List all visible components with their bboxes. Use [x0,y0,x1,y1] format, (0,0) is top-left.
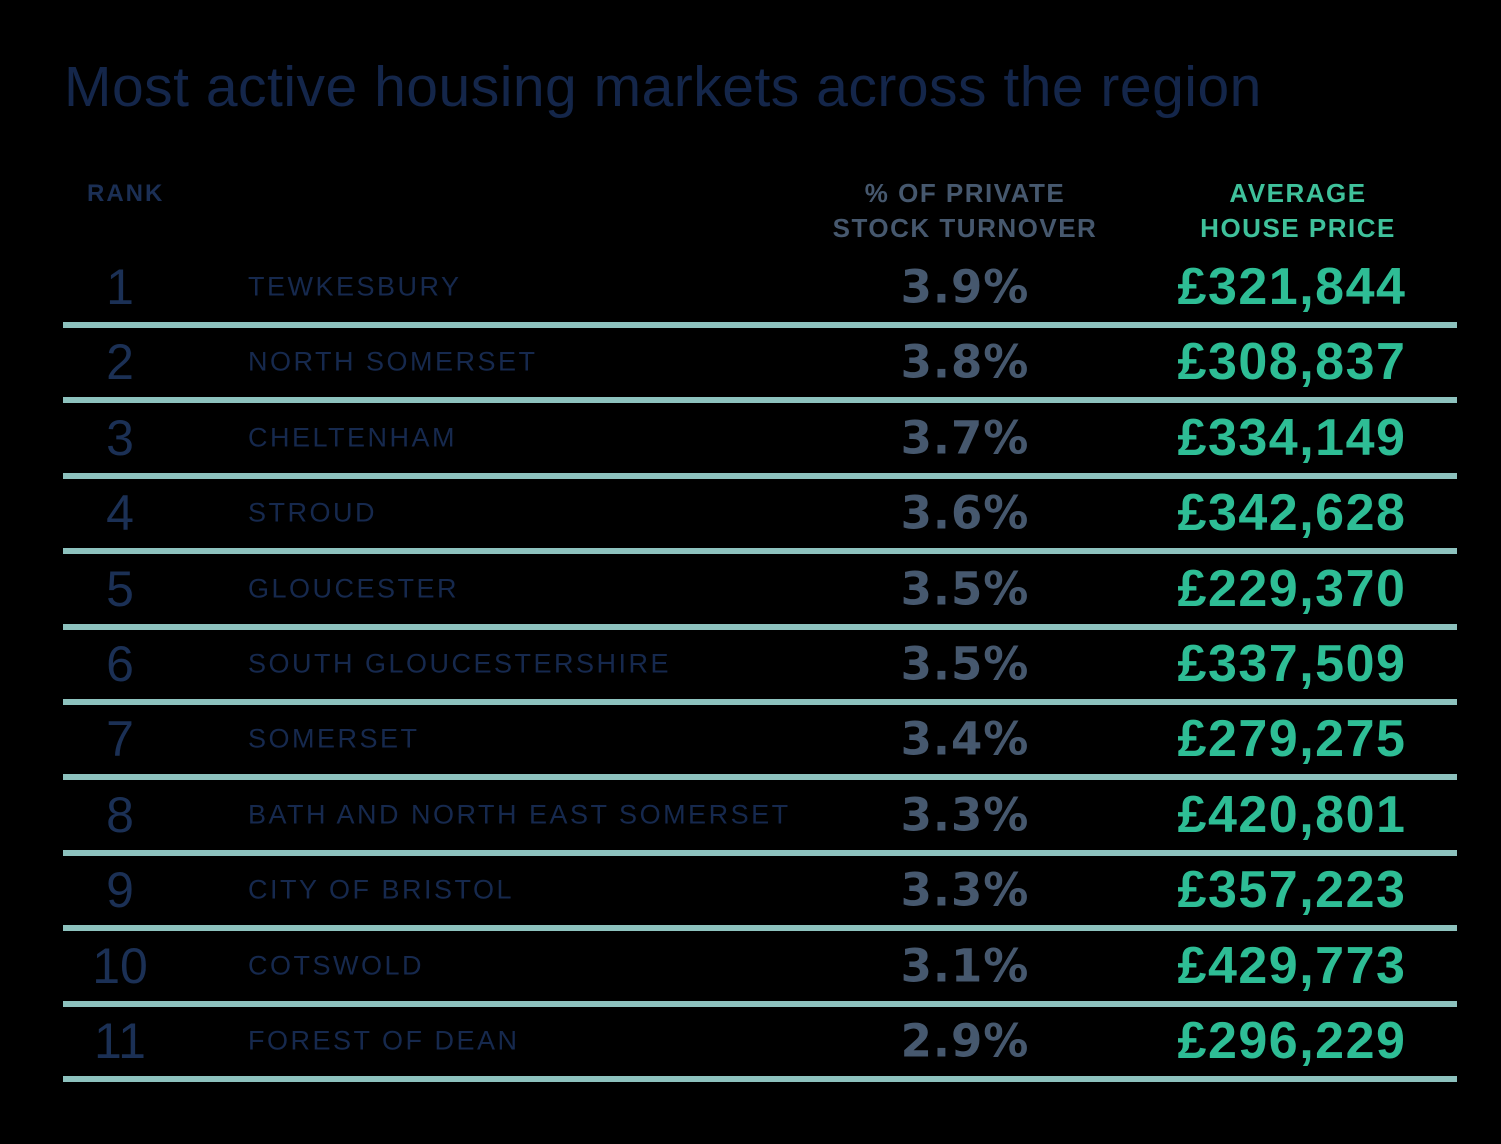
rank-cell: 8 [106,787,134,843]
turnover-cell: 3.8% [900,335,1030,389]
price-cell: £357,223 [1177,861,1407,919]
turnover-cell: 2.9% [900,1014,1030,1068]
price-cell: £337,509 [1177,635,1407,693]
turnover-cell: 3.3% [900,788,1030,842]
row-separator [63,1076,1457,1082]
table-row: 10 COTSWOLD 3.1% £429,773 [0,931,1501,1001]
turnover-cell: 3.1% [900,939,1030,993]
rank-cell: 5 [106,561,134,617]
row-separator [63,925,1457,931]
row-separator [63,699,1457,705]
row-separator [63,473,1457,479]
rank-cell: 6 [106,636,134,692]
rank-cell: 9 [106,862,134,918]
area-cell: TEWKESBURY [248,271,462,302]
turnover-cell: 3.7% [900,411,1030,465]
rank-cell: 4 [106,485,134,541]
row-separator [63,1001,1457,1007]
table-row: 4 STROUD 3.6% £342,628 [0,478,1501,548]
area-cell: FOREST OF DEAN [248,1025,520,1056]
price-cell: £342,628 [1177,484,1407,542]
column-header-rank: RANK [87,180,165,207]
rank-cell: 2 [106,334,134,390]
rank-cell: 3 [106,410,134,466]
rank-cell: 1 [106,259,134,315]
area-cell: BATH AND NORTH EAST SOMERSET [248,799,791,830]
turnover-cell: 3.4% [900,712,1030,766]
table-row: 7 SOMERSET 3.4% £279,275 [0,704,1501,774]
column-header-price-line2: HOUSE PRICE [1200,213,1396,243]
area-cell: CITY OF BRISTOL [248,874,515,905]
column-header-turnover-line1: % OF PRIVATE [864,178,1066,208]
area-cell: GLOUCESTER [248,573,460,604]
row-separator [63,397,1457,403]
row-separator [63,850,1457,856]
price-cell: £429,773 [1177,937,1407,995]
table-row: 9 CITY OF BRISTOL 3.3% £357,223 [0,855,1501,925]
turnover-cell: 3.5% [900,637,1030,691]
area-cell: COTSWOLD [248,950,425,981]
page-title: Most active housing markets across the r… [64,55,1262,119]
turnover-cell: 3.6% [900,486,1030,540]
row-separator [63,322,1457,328]
table-row: 2 NORTH SOMERSET 3.8% £308,837 [0,327,1501,397]
turnover-cell: 3.3% [900,863,1030,917]
turnover-cell: 3.5% [900,562,1030,616]
rank-cell: 11 [94,1013,146,1069]
area-cell: NORTH SOMERSET [248,346,538,377]
row-separator [63,774,1457,780]
area-cell: SOUTH GLOUCESTERSHIRE [248,648,672,679]
table-row: 5 GLOUCESTER 3.5% £229,370 [0,554,1501,624]
column-header-price-line1: AVERAGE [1229,178,1367,208]
price-cell: £229,370 [1177,560,1407,618]
table-row: 1 TEWKESBURY 3.9% £321,844 [0,252,1501,322]
table-row: 8 BATH AND NORTH EAST SOMERSET 3.3% £420,80… [0,780,1501,850]
column-header-price: AVERAGE HOUSE PRICE [1122,176,1474,246]
price-cell: £279,275 [1177,710,1407,768]
price-cell: £334,149 [1177,409,1407,467]
column-header-turnover-line2: STOCK TURNOVER [832,213,1098,243]
table-row: 11 FOREST OF DEAN 2.9% £296,229 [0,1006,1501,1076]
table-row: 6 SOUTH GLOUCESTERSHIRE 3.5% £337,509 [0,629,1501,699]
row-separator [63,548,1457,554]
price-cell: £308,837 [1177,333,1407,391]
column-header-turnover: % OF PRIVATE STOCK TURNOVER [789,176,1141,246]
table-row: 3 CHELTENHAM 3.7% £334,149 [0,403,1501,473]
price-cell: £296,229 [1177,1012,1407,1070]
rank-cell: 10 [92,938,148,994]
price-cell: £420,801 [1177,786,1407,844]
price-cell: £321,844 [1177,258,1407,316]
turnover-cell: 3.9% [900,260,1030,314]
rank-cell: 7 [106,711,134,767]
area-cell: STROUD [248,497,377,528]
area-cell: CHELTENHAM [248,422,458,453]
row-separator [63,624,1457,630]
area-cell: SOMERSET [248,723,420,754]
